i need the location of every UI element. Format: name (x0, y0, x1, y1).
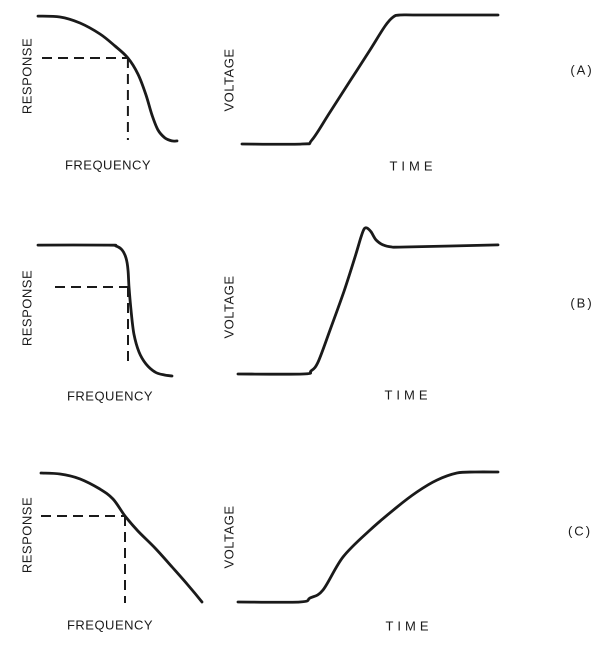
panel-label-c: (C) (567, 523, 593, 539)
c-right-curve (236, 470, 500, 604)
response-ylabel-c: RESPONSE (19, 496, 35, 574)
a-right-curve (240, 13, 500, 146)
frequency-xlabel-c: FREQUENCY (66, 617, 154, 633)
frequency-xlabel-b: FREQUENCY (66, 388, 154, 404)
panel-label-b: (B) (570, 295, 594, 311)
frequency-xlabel-a: FREQUENCY (64, 157, 152, 173)
a-left-curve (36, 14, 179, 143)
panel-label-a: (A) (570, 62, 594, 78)
b-right-curve (236, 226, 500, 376)
b-left-curve (36, 243, 174, 378)
voltage-ylabel-a: VOLTAGE (221, 48, 237, 112)
voltage-ylabel-b: VOLTAGE (221, 275, 237, 339)
time-xlabel-b: TIME (384, 387, 432, 403)
voltage-ylabel-c: VOLTAGE (221, 505, 237, 569)
response-ylabel-a: RESPONSE (19, 37, 35, 115)
time-xlabel-c: TIME (385, 618, 433, 634)
time-xlabel-a: TIME (389, 158, 437, 174)
c-left-curve (39, 471, 204, 604)
response-ylabel-b: RESPONSE (19, 269, 35, 347)
